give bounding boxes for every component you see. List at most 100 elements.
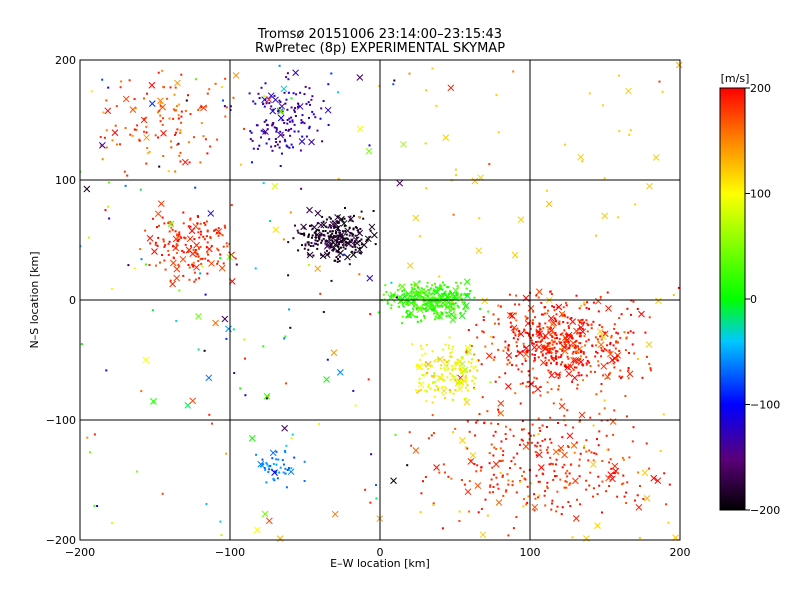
x-marker [390, 477, 397, 485]
dot-marker [470, 361, 473, 364]
dot-marker [173, 93, 176, 96]
dot-marker [175, 105, 178, 108]
dot-marker [625, 502, 628, 504]
dot-marker [167, 242, 170, 245]
dot-marker [284, 140, 287, 143]
dot-marker [600, 355, 602, 358]
dot-marker [437, 388, 439, 391]
dot-marker [413, 288, 416, 291]
x-marker [458, 312, 466, 320]
dot-marker [636, 358, 639, 360]
dot-marker [537, 356, 540, 359]
x-marker [605, 474, 612, 482]
dot-marker [606, 344, 609, 347]
dot-marker [448, 344, 450, 347]
dot-marker [171, 245, 174, 248]
dot-marker [460, 293, 463, 296]
dot-marker [442, 281, 444, 284]
dot-marker [476, 369, 479, 372]
x-marker [564, 363, 572, 371]
dot-marker [159, 120, 162, 123]
dot-marker [408, 316, 411, 318]
dot-marker [414, 294, 417, 297]
dot-marker [433, 289, 436, 292]
dot-marker [519, 480, 522, 483]
dot-marker [431, 67, 434, 70]
dot-marker [510, 460, 513, 463]
x-marker [460, 377, 468, 384]
dot-marker [465, 351, 468, 354]
dot-marker [526, 441, 529, 444]
dot-marker [477, 511, 480, 514]
dot-marker [453, 315, 456, 318]
x-marker [611, 462, 619, 470]
dot-marker [527, 370, 530, 373]
dot-marker [284, 472, 287, 475]
x-tick-labels: −200 −100 0 100 200 [65, 546, 691, 559]
dot-marker [360, 210, 363, 213]
dot-marker [589, 471, 592, 474]
dot-marker [452, 303, 455, 306]
dot-marker [606, 291, 609, 294]
x-marker [300, 223, 307, 231]
dot-marker [576, 498, 578, 501]
dot-marker [579, 503, 582, 506]
dot-marker [156, 244, 159, 247]
dot-marker [592, 301, 595, 304]
dot-marker [341, 239, 344, 242]
x-marker [167, 220, 175, 228]
dot-marker [450, 295, 453, 298]
dot-marker [203, 222, 206, 224]
dot-marker [295, 93, 298, 96]
dot-marker [644, 331, 647, 334]
dot-marker [334, 226, 337, 229]
dot-marker [536, 325, 539, 328]
dot-marker [273, 126, 276, 129]
dot-marker [358, 251, 361, 254]
dot-marker [573, 451, 576, 454]
dot-marker [420, 320, 423, 323]
dot-marker [157, 236, 160, 239]
dot-marker [459, 294, 462, 297]
dot-marker [332, 241, 335, 244]
x-marker [323, 243, 331, 250]
dot-marker [196, 253, 199, 256]
dot-marker [544, 438, 547, 441]
dot-marker [563, 340, 566, 343]
dot-marker [337, 250, 339, 253]
dot-marker [409, 313, 412, 316]
dot-marker [490, 422, 493, 425]
dot-marker [284, 335, 287, 338]
dot-marker [617, 216, 620, 219]
dot-marker [162, 155, 165, 157]
dot-marker [450, 302, 452, 305]
dot-marker [498, 459, 501, 462]
x-marker [601, 212, 609, 220]
dot-marker [414, 315, 416, 318]
dot-marker [585, 362, 588, 365]
dot-marker [275, 141, 278, 143]
dot-marker [458, 386, 461, 389]
dot-marker [534, 385, 537, 388]
dot-marker [192, 265, 195, 268]
dot-marker [597, 444, 600, 447]
dot-marker [598, 412, 601, 415]
dot-marker [616, 357, 618, 360]
dot-marker [578, 342, 581, 344]
dot-marker [608, 349, 611, 352]
dot-marker [207, 253, 210, 256]
dot-marker [550, 508, 553, 511]
dot-marker [275, 130, 278, 133]
dot-marker [600, 390, 603, 393]
dot-marker [182, 211, 185, 214]
dot-marker [476, 464, 479, 467]
dot-marker [489, 484, 492, 487]
dot-marker [541, 339, 544, 341]
dot-marker [154, 241, 157, 244]
dot-marker [169, 279, 172, 282]
dot-marker [214, 82, 217, 85]
dot-marker [576, 332, 579, 335]
dot-marker [566, 321, 569, 324]
dot-marker [603, 407, 606, 410]
x-marker [440, 387, 448, 395]
